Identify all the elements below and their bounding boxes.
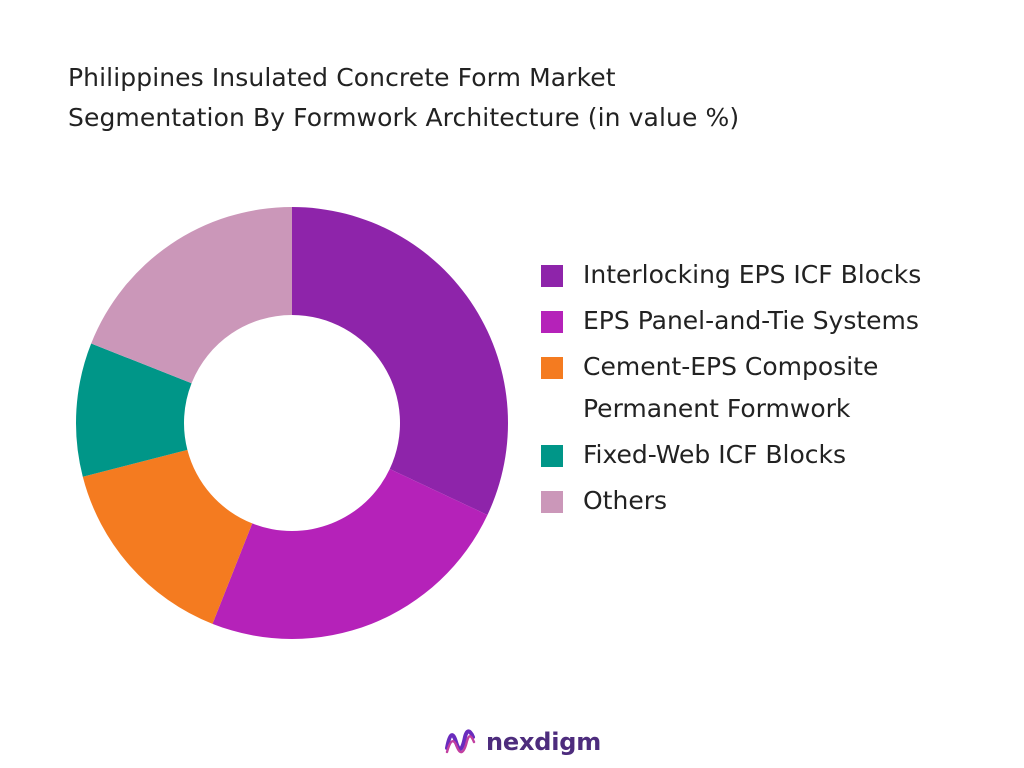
donut-slice-4 (76, 343, 192, 477)
chart-title-line-2: Segmentation By Formwork Architecture (i… (68, 103, 740, 132)
legend-item-4: Fixed-Web ICF Blocks (541, 434, 1011, 476)
legend-label-3-line-1: Cement-EPS Composite (583, 352, 879, 381)
legend-label-3-line-2: Permanent Formwork (583, 394, 851, 423)
legend-label-1: Interlocking EPS ICF Blocks (583, 260, 922, 289)
legend-item-3: Cement-EPS Composite Permanent Formwork (541, 346, 1011, 430)
chart-legend: Interlocking EPS ICF Blocks EPS Panel-and… (541, 254, 1011, 526)
legend-swatch-2 (541, 311, 563, 333)
legend-item-2: EPS Panel-and-Tie Systems (541, 300, 1011, 342)
brand-logo: nexdigm (443, 722, 601, 762)
legend-label-4: Fixed-Web ICF Blocks (583, 440, 847, 469)
donut-slice-1 (292, 207, 509, 515)
legend-swatch-4 (541, 445, 563, 467)
legend-swatch-3 (541, 357, 563, 379)
donut-slice-3 (82, 449, 253, 624)
chart-title: Philippines Insulated Concrete Form Mark… (68, 58, 968, 138)
legend-swatch-1 (541, 265, 563, 287)
chart-title-line-1: Philippines Insulated Concrete Form Mark… (68, 63, 616, 92)
donut-slice-2 (212, 468, 488, 639)
brand-name: nexdigm (486, 728, 602, 756)
legend-label-2: EPS Panel-and-Tie Systems (583, 306, 919, 335)
legend-label-5: Others (583, 486, 668, 515)
legend-item-1: Interlocking EPS ICF Blocks (541, 254, 1011, 296)
legend-swatch-5 (541, 491, 563, 513)
nexdigm-logo-icon (445, 729, 476, 754)
legend-item-5: Others (541, 480, 1011, 522)
donut-slice-5 (91, 207, 293, 384)
